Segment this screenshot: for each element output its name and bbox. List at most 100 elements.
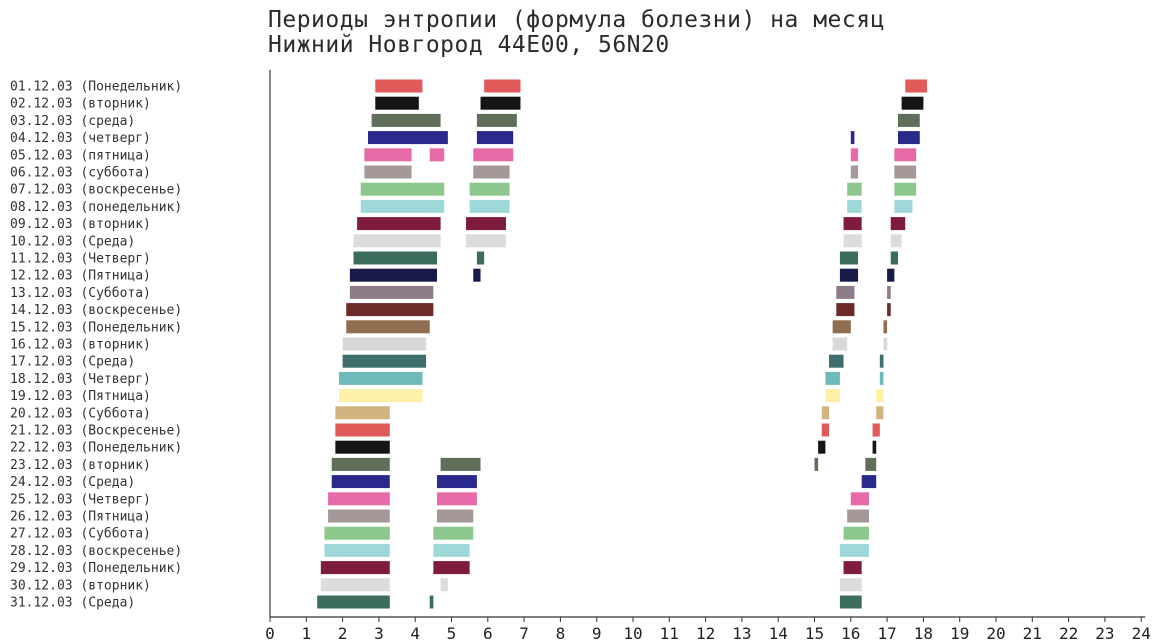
interval-bar — [876, 406, 884, 420]
interval-bar — [876, 389, 884, 403]
interval-bar — [429, 595, 434, 609]
interval-bar — [324, 543, 390, 557]
interval-bar — [320, 578, 390, 592]
row-label: 25.12.03 (Четверг) — [10, 492, 151, 507]
interval-bar — [473, 165, 510, 179]
chart-row: 24.12.03 (Среда) — [10, 475, 877, 490]
interval-bar — [829, 354, 844, 368]
interval-bar — [335, 440, 390, 454]
interval-bar — [887, 303, 891, 317]
x-tick-label: 23 — [1095, 624, 1114, 643]
chart-row: 08.12.03 (понедельник) — [10, 199, 913, 215]
chart-row: 29.12.03 (Понедельник) — [10, 561, 862, 576]
row-label: 01.12.03 (Понедельник) — [10, 80, 182, 95]
interval-bar — [476, 251, 485, 265]
interval-bar — [342, 354, 427, 368]
interval-bar — [360, 182, 445, 196]
interval-bar — [836, 285, 855, 299]
interval-bar — [872, 423, 880, 437]
interval-bar — [872, 440, 877, 454]
row-label: 06.12.03 (суббота) — [10, 166, 151, 181]
interval-bar — [839, 251, 859, 265]
interval-bar — [436, 492, 477, 506]
interval-bar — [375, 96, 419, 110]
interval-bar — [371, 113, 441, 127]
chart-row: 23.12.03 (вторник) — [10, 457, 877, 473]
interval-bar — [894, 148, 917, 162]
interval-bar — [825, 371, 840, 385]
interval-bar — [905, 79, 928, 93]
row-label: 02.12.03 (вторник) — [10, 97, 151, 112]
chart-row: 12.12.03 (Пятница) — [10, 268, 895, 284]
chart-row: 31.12.03 (Среда) — [10, 595, 862, 611]
x-tick-label: 6 — [483, 624, 493, 643]
interval-bar — [901, 96, 924, 110]
interval-bar — [897, 131, 920, 145]
row-label: 24.12.03 (Среда) — [10, 475, 135, 490]
chart-row: 26.12.03 (Пятница) — [10, 509, 869, 525]
interval-bar — [440, 457, 481, 471]
interval-bar — [887, 268, 895, 282]
x-tick-label: 10 — [623, 624, 642, 643]
chart-title: Периоды энтропии (формула болезни) на ме… — [268, 8, 1148, 58]
row-label: 19.12.03 (Пятница) — [10, 389, 151, 404]
interval-bar — [879, 354, 884, 368]
interval-bar — [433, 543, 470, 557]
interval-bar — [349, 285, 434, 299]
interval-bar — [832, 320, 851, 334]
chart-row: 17.12.03 (Среда) — [10, 354, 884, 370]
x-tick-label: 1 — [301, 624, 311, 643]
chart-row: 30.12.03 (вторник) — [10, 578, 862, 593]
interval-bar — [364, 148, 412, 162]
interval-bar — [360, 199, 445, 213]
interval-bar — [324, 526, 390, 540]
interval-bar — [436, 509, 474, 523]
interval-bar — [480, 96, 521, 110]
chart-row: 19.12.03 (Пятница) — [10, 389, 884, 404]
row-label: 10.12.03 (Среда) — [10, 234, 135, 249]
chart-row: 27.12.03 (Суббота) — [10, 526, 869, 542]
interval-bar — [890, 251, 898, 265]
interval-bar — [887, 285, 891, 299]
interval-bar — [814, 457, 819, 471]
chart-row: 09.12.03 (вторник) — [10, 217, 906, 232]
row-label: 04.12.03 (четверг) — [10, 131, 151, 146]
interval-bar — [476, 131, 514, 145]
x-tick-label: 15 — [805, 624, 824, 643]
interval-bar — [894, 199, 913, 213]
interval-bar — [890, 234, 902, 248]
interval-bar — [843, 217, 862, 231]
chart-row: 18.12.03 (Четверг) — [10, 371, 884, 387]
x-tick-label: 5 — [447, 624, 457, 643]
interval-bar — [839, 268, 859, 282]
interval-bar — [335, 406, 390, 420]
chart-row: 10.12.03 (Среда) — [10, 234, 902, 249]
row-label: 28.12.03 (воскресенье) — [10, 544, 182, 559]
row-label: 14.12.03 (воскресенье) — [10, 303, 182, 318]
chart-row: 05.12.03 (пятница) — [10, 148, 917, 163]
x-axis: 0 1 2 3 4 5 6 7 8 9 10 11 12 13 14 15 16 17 18 19 20 21 22 23 24 — [265, 70, 1151, 643]
interval-bar — [473, 148, 514, 162]
x-tick-label: 9 — [592, 624, 602, 643]
row-label: 18.12.03 (Четверг) — [10, 372, 151, 387]
interval-bar — [847, 182, 862, 196]
interval-bar — [883, 337, 888, 351]
interval-bar — [317, 595, 390, 609]
interval-bar — [433, 561, 470, 575]
row-label: 22.12.03 (Понедельник) — [10, 441, 182, 456]
interval-bar — [897, 113, 920, 127]
interval-bar — [850, 131, 855, 145]
row-label: 05.12.03 (пятница) — [10, 148, 151, 163]
interval-bar — [850, 165, 859, 179]
row-label: 17.12.03 (Среда) — [10, 355, 135, 370]
interval-bar — [338, 389, 423, 403]
row-label: 31.12.03 (Среда) — [10, 596, 135, 611]
interval-bar — [843, 234, 862, 248]
row-label: 27.12.03 (Суббота) — [10, 527, 151, 542]
interval-bar — [375, 79, 423, 93]
interval-bar — [466, 234, 506, 248]
interval-bar — [320, 561, 390, 575]
interval-bar — [843, 561, 862, 575]
interval-bar — [469, 199, 510, 213]
